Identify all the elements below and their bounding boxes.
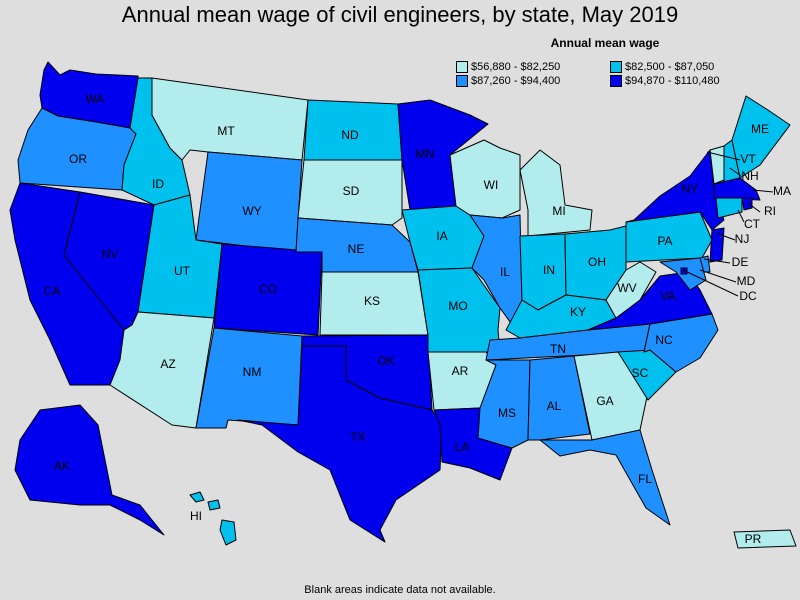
state-label-co: CO (259, 282, 277, 296)
state-hi[interactable] (219, 519, 237, 546)
state-label-ny: NY (682, 182, 699, 196)
legend-label: $56,880 - $82,250 (471, 61, 561, 73)
state-label-ks: KS (364, 294, 380, 308)
state-label-fl: FL (638, 472, 652, 486)
state-ma[interactable] (713, 177, 761, 201)
leader-line-vt (706, 151, 741, 161)
state-label-nj: NJ (735, 232, 750, 246)
legend-swatch (610, 75, 622, 87)
state-label-in: IN (543, 263, 555, 277)
leader-line-ct (737, 209, 745, 223)
state-label-il: IL (500, 265, 510, 279)
state-label-la: LA (455, 440, 470, 454)
state-label-wa: WA (86, 92, 105, 106)
state-label-dc: DC (739, 289, 757, 303)
state-label-de: DE (732, 255, 749, 269)
legend-swatch (610, 61, 622, 73)
state-fl[interactable] (539, 429, 671, 526)
state-label-ak: AK (54, 459, 70, 473)
state-label-nh: NH (741, 169, 758, 183)
state-label-sd: SD (343, 184, 360, 198)
state-pr[interactable] (733, 529, 797, 549)
legend: Annual mean wage $56,880 - $82,250 $82,5… (440, 36, 770, 87)
state-label-sc: SC (632, 366, 649, 380)
state-label-ri: RI (764, 204, 776, 218)
state-label-nm: NM (243, 365, 262, 379)
footnote: Blank areas indicate data not available. (304, 584, 496, 596)
state-label-pr: PR (745, 532, 762, 546)
state-label-tx: TX (350, 430, 365, 444)
state-label-mn: MN (416, 147, 435, 161)
legend-item: $56,880 - $82,250 (456, 61, 610, 73)
state-ri[interactable] (741, 197, 753, 211)
state-label-wv: WV (617, 281, 636, 295)
leader-line-dc (682, 269, 739, 297)
leader-line-nh (729, 167, 742, 177)
legend-label: $94,870 - $110,480 (625, 75, 720, 87)
state-label-mi: MI (552, 204, 565, 218)
leader-line-ri (747, 202, 761, 213)
state-label-ne: NE (348, 242, 365, 256)
state-wy[interactable] (195, 151, 303, 253)
legend-label: $82,500 - $87,050 (625, 61, 715, 73)
state-co[interactable] (213, 243, 323, 336)
legend-item: $87,260 - $94,400 (456, 75, 610, 87)
legend-title: Annual mean wage (550, 36, 660, 50)
state-label-tn: TN (550, 342, 566, 356)
state-label-ct: CT (744, 217, 761, 231)
state-label-az: AZ (160, 357, 175, 371)
state-hi[interactable] (207, 499, 221, 511)
state-label-oh: OH (588, 255, 606, 269)
state-label-ky: KY (570, 305, 586, 319)
legend-swatch (456, 61, 468, 73)
state-label-me: ME (751, 122, 769, 136)
state-ak[interactable] (14, 404, 165, 536)
state-wi[interactable] (449, 139, 521, 219)
leader-line-nj (715, 232, 736, 241)
state-tx[interactable] (237, 345, 443, 543)
legend-swatch (456, 75, 468, 87)
state-nj[interactable] (709, 227, 725, 263)
state-label-mt: MT (217, 124, 235, 138)
state-label-or: OR (69, 152, 87, 166)
state-ga[interactable] (573, 351, 649, 441)
state-mt[interactable] (151, 77, 309, 161)
state-label-ar: AR (452, 364, 469, 378)
state-az[interactable] (109, 311, 215, 429)
state-label-ma: MA (773, 184, 791, 198)
state-wv[interactable] (605, 261, 657, 319)
state-label-ca: CA (44, 284, 61, 298)
state-label-nc: NC (655, 333, 673, 347)
state-label-md: MD (737, 274, 756, 288)
state-label-pa: PA (657, 234, 672, 248)
state-label-ga: GA (596, 394, 613, 408)
state-label-ia: IA (436, 229, 447, 243)
state-label-ms: MS (498, 406, 516, 420)
state-label-id: ID (152, 177, 164, 191)
state-label-va: VA (660, 289, 675, 303)
state-label-wi: WI (484, 178, 499, 192)
leader-line-md (699, 269, 737, 283)
state-al[interactable] (527, 355, 591, 441)
state-label-ok: OK (377, 354, 394, 368)
state-hi[interactable] (189, 491, 205, 503)
legend-label: $87,260 - $94,400 (471, 75, 561, 87)
state-label-mo: MO (448, 299, 467, 313)
map-title: Annual mean wage of civil engineers, by … (121, 2, 679, 27)
state-label-wy: WY (242, 204, 261, 218)
legend-item: $82,500 - $87,050 (610, 61, 770, 73)
state-label-nv: NV (102, 247, 119, 261)
leader-line-ma (752, 189, 774, 193)
legend-item: $94,870 - $110,480 (610, 75, 770, 87)
state-label-ut: UT (174, 264, 191, 278)
state-label-nd: ND (341, 128, 359, 142)
leader-line-de (703, 258, 731, 264)
state-sd[interactable] (297, 159, 403, 226)
state-ct[interactable] (715, 197, 743, 219)
state-mi[interactable] (519, 149, 593, 237)
state-label-hi: HI (190, 509, 202, 523)
state-label-vt: VT (740, 152, 756, 166)
state-label-al: AL (547, 399, 562, 413)
